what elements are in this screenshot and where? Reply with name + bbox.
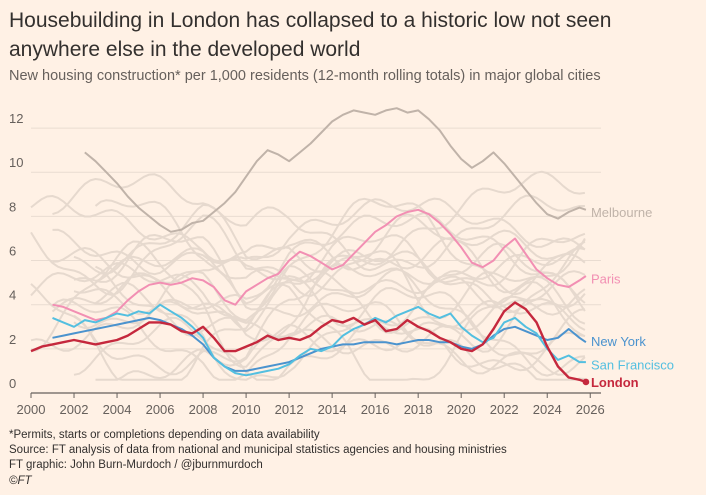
x-tick-label-2000: 2000 (17, 402, 46, 417)
chart-subtitle: New housing construction* per 1,000 resi… (9, 68, 601, 84)
x-tick-label-2014: 2014 (318, 402, 347, 417)
footnote-note: *Permits, starts or completions dependin… (9, 429, 320, 441)
background-city-line (30, 213, 586, 297)
x-tick-label-2026: 2026 (576, 402, 605, 417)
x-tick-label-2010: 2010 (232, 402, 261, 417)
line-chart: 0 2 4 6 8 10 12 2000 2002 2004 2006 2008 2010 2012 201… (9, 107, 674, 417)
x-tick-label-2006: 2006 (146, 402, 175, 417)
x-tick-label-2022: 2022 (490, 402, 519, 417)
x-tick-label-2020: 2020 (447, 402, 476, 417)
x-tick-label-2016: 2016 (361, 402, 390, 417)
series-line-london (30, 301, 587, 384)
footnote-credit: FT graphic: John Burn-Murdoch / @jburnmu… (9, 459, 263, 472)
x-tick-label-2018: 2018 (404, 402, 433, 417)
series-line-paris (52, 208, 587, 322)
chart-title: Housebuilding in London has collapsed to… (9, 9, 612, 61)
y-tick-label-12: 12 (9, 111, 23, 126)
series-label-san-francisco: San Francisco (591, 357, 674, 372)
chart-footnotes: *Permits, starts or completions dependin… (9, 428, 699, 489)
y-tick-label-0: 0 (9, 376, 16, 391)
axes: 0 2 4 6 8 10 12 2000 2002 2004 2006 2008 2010 2012 201… (9, 111, 605, 417)
y-tick-label-10: 10 (9, 155, 23, 170)
series-label-melbourne: Melbourne (591, 205, 652, 220)
y-tick-label-8: 8 (9, 199, 16, 214)
background-city-line (95, 247, 586, 295)
background-city-line (30, 240, 586, 368)
x-tick-label-2024: 2024 (533, 402, 562, 417)
series-label-paris: Paris (591, 271, 621, 286)
series-line-san-francisco (52, 303, 586, 377)
x-tick-label-2008: 2008 (189, 402, 218, 417)
background-city-line (30, 280, 586, 381)
ft-copyright: ©FT (9, 474, 32, 487)
background-city-line (73, 194, 585, 275)
highlighted-series (30, 107, 590, 386)
background-city-line (52, 228, 586, 276)
background-city-line (73, 232, 586, 305)
background-city-line (73, 242, 586, 330)
footnote-source: Source: FT analysis of data from nationa… (9, 444, 507, 457)
series-line-new-york (52, 316, 587, 372)
background-city-line (30, 195, 586, 263)
y-tick-label-4: 4 (9, 288, 16, 303)
x-tick-label-2012: 2012 (275, 402, 304, 417)
background-city-line (30, 262, 586, 355)
series-line-melbourne (84, 107, 587, 233)
series-label-new-york: New York (591, 334, 646, 349)
background-city-line (94, 197, 586, 311)
series-labels: Melbourne Paris New York San Francisco Londo… (591, 205, 674, 390)
y-tick-label-2: 2 (9, 332, 16, 347)
series-endpoint-london (582, 378, 590, 386)
background-city-line (52, 170, 586, 273)
y-tick-label-6: 6 (9, 244, 16, 259)
x-tick-label-2002: 2002 (60, 402, 89, 417)
x-tick-label-2004: 2004 (103, 402, 132, 417)
series-label-london: London (591, 375, 639, 390)
